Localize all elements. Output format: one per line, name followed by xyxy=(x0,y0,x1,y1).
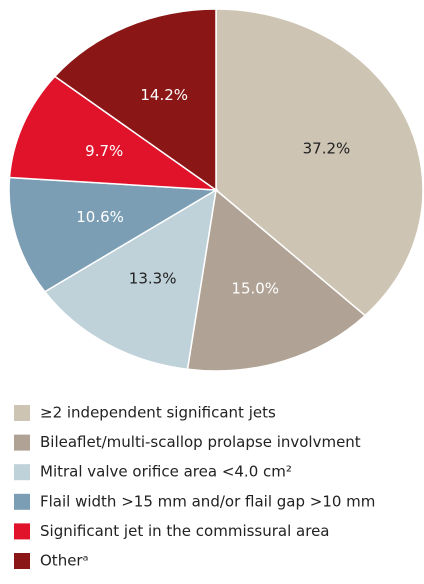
pie-slice xyxy=(186,188,367,372)
legend-label: ≥2 independent significant jets xyxy=(40,404,276,422)
legend-swatch xyxy=(14,405,30,421)
legend-label: Bileaflet/multi-scallop prolapse involvm… xyxy=(40,433,361,451)
slice-label: 10.6% xyxy=(76,208,124,226)
slice-label: 13.3% xyxy=(129,270,177,288)
legend-label: Significant jet in the commissural area xyxy=(40,522,330,540)
legend-swatch xyxy=(14,464,30,481)
pie-slice xyxy=(215,8,424,317)
pie-slice xyxy=(43,188,217,371)
pie-slice xyxy=(8,75,219,191)
pie-slice xyxy=(53,8,217,192)
legend-label: Otherᵃ xyxy=(40,552,88,570)
legend-swatch xyxy=(14,434,30,451)
legend-label: Mitral valve orifice area <4.0 cm² xyxy=(40,463,292,481)
legend-label: Flail width >15 mm and/or flail gap >10 … xyxy=(40,492,375,510)
pie-slice xyxy=(8,176,219,293)
slice-label: 9.7% xyxy=(85,142,123,160)
legend-swatch xyxy=(14,523,30,540)
legend-swatch xyxy=(14,493,30,510)
slice-label: 14.2% xyxy=(140,86,188,104)
slice-label: 37.2% xyxy=(303,139,351,157)
legend-swatch xyxy=(14,553,30,569)
slice-label: 15.0% xyxy=(231,280,279,298)
